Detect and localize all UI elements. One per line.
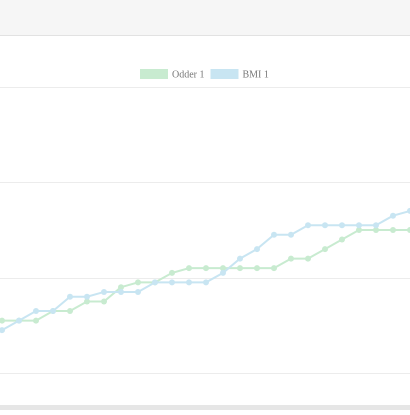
- data-point: [356, 227, 362, 233]
- data-point: [50, 308, 56, 315]
- data-point: [203, 265, 209, 272]
- footer-bar: [0, 405, 410, 410]
- data-point: [339, 222, 345, 229]
- data-point: [135, 288, 141, 295]
- data-point: [237, 255, 243, 262]
- data-point: [101, 298, 107, 305]
- data-point: [254, 265, 260, 272]
- data-point: [186, 265, 192, 272]
- legend-label: Odder 1: [172, 69, 205, 80]
- data-point: [339, 236, 345, 243]
- data-point: [220, 265, 226, 272]
- data-point: [254, 246, 260, 253]
- data-point: [186, 279, 192, 286]
- data-point: [288, 231, 294, 238]
- data-point: [203, 279, 209, 286]
- data-point: [390, 212, 396, 219]
- legend-swatch: [210, 69, 239, 79]
- data-point: [271, 265, 277, 272]
- data-point: [220, 269, 226, 276]
- data-point: [16, 317, 22, 324]
- data-point: [33, 317, 39, 324]
- data-point: [118, 284, 124, 291]
- data-point: [152, 279, 158, 286]
- data-point: [33, 308, 39, 315]
- data-point: [322, 222, 328, 229]
- data-point: [407, 207, 410, 214]
- legend-swatch: [140, 69, 168, 79]
- data-point: [356, 222, 362, 229]
- data-point: [67, 293, 73, 300]
- data-point: [305, 222, 311, 229]
- data-point: [288, 255, 294, 262]
- data-point: [322, 246, 328, 253]
- data-point: [390, 227, 396, 233]
- data-point: [84, 298, 90, 305]
- data-point: [135, 279, 141, 286]
- data-point: [271, 231, 277, 238]
- data-point: [169, 269, 175, 276]
- data-point: [0, 317, 5, 324]
- series-line: [2, 229, 410, 322]
- data-point: [169, 279, 175, 286]
- data-point: [0, 327, 5, 334]
- legend-label: BMI 1: [243, 69, 269, 80]
- header-bar: [0, 0, 410, 35]
- data-point: [84, 293, 90, 300]
- data-point: [373, 222, 379, 229]
- data-point: [101, 288, 107, 295]
- data-point: [118, 288, 124, 295]
- data-point: [305, 255, 311, 262]
- data-point: [373, 227, 379, 233]
- data-point: [237, 265, 243, 272]
- data-point: [67, 308, 73, 315]
- data-point: [407, 227, 410, 233]
